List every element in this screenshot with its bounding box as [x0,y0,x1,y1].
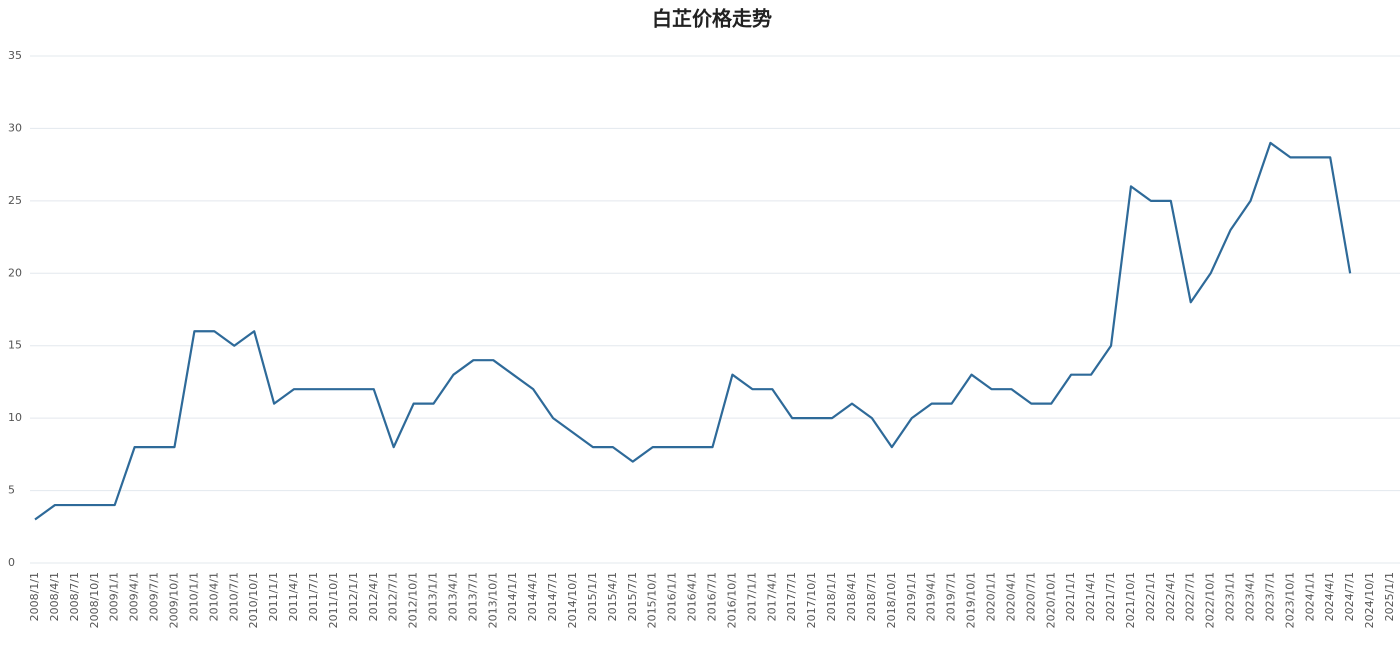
x-tick-label: 2008/1/1 [28,572,41,621]
x-tick-label: 2011/1/1 [267,572,280,621]
line-series [34,141,1352,521]
x-tick-label: 2022/10/1 [1204,572,1217,628]
x-tick-label: 2024/7/1 [1343,572,1356,621]
x-tick-label: 2010/10/1 [247,572,260,628]
x-tick-label: 2021/4/1 [1084,572,1097,621]
x-tick-label: 2009/10/1 [167,572,180,628]
x-tick-label: 2009/1/1 [108,572,121,621]
x-tick-label: 2023/4/1 [1244,572,1257,621]
x-tick-label: 2024/10/1 [1363,572,1376,628]
y-tick-label: 25 [8,194,22,207]
x-tick-label: 2023/7/1 [1263,572,1276,621]
x-tick-label: 2020/1/1 [984,572,997,621]
x-tick-label: 2019/10/1 [965,572,978,628]
x-tick-label: 2017/7/1 [785,572,798,621]
x-tick-label: 2018/10/1 [885,572,898,628]
x-tick-label: 2020/7/1 [1024,572,1037,621]
x-tick-label: 2018/1/1 [825,572,838,621]
x-tick-label: 2012/7/1 [387,572,400,621]
y-tick-label: 0 [8,556,15,569]
x-tick-label: 2025/1/1 [1383,572,1396,621]
x-tick-label: 2013/10/1 [486,572,499,628]
chart-title: 白芷价格走势 [652,7,772,31]
x-tick-label: 2020/10/1 [1044,572,1057,628]
x-tick-label: 2008/7/1 [68,572,81,621]
x-tick-label: 2013/4/1 [446,572,459,621]
x-tick-label: 2019/1/1 [905,572,918,621]
x-tick-label: 2015/1/1 [586,572,599,621]
x-tick-label: 2009/7/1 [148,572,161,621]
x-tick-label: 2011/10/1 [327,572,340,628]
x-tick-label: 2019/7/1 [945,572,958,621]
x-tick-label: 2021/10/1 [1124,572,1137,628]
x-tick-label: 2017/10/1 [805,572,818,628]
x-tick-label: 2012/10/1 [407,572,420,628]
x-tick-label: 2023/1/1 [1224,572,1237,621]
x-tick-label: 2022/4/1 [1164,572,1177,621]
x-tick-label: 2023/10/1 [1283,572,1296,628]
x-tick-label: 2021/1/1 [1064,572,1077,621]
x-tick-label: 2010/1/1 [187,572,200,621]
x-tick-label: 2018/7/1 [865,572,878,621]
x-tick-label: 2021/7/1 [1104,572,1117,621]
x-tick-label: 2016/7/1 [706,572,719,621]
x-tick-label: 2015/7/1 [626,572,639,621]
y-tick-label: 15 [8,339,22,352]
x-tick-label: 2017/4/1 [765,572,778,621]
x-tick-label: 2015/10/1 [646,572,659,628]
x-tick-label: 2017/1/1 [745,572,758,621]
x-tick-label: 2022/7/1 [1184,572,1197,621]
y-tick-label: 10 [8,411,22,424]
y-tick-label: 5 [8,484,15,497]
x-tick-label: 2008/10/1 [88,572,101,628]
x-tick-label: 2015/4/1 [606,572,619,621]
x-tick-label: 2014/1/1 [506,572,519,621]
x-tick-label: 2024/4/1 [1323,572,1336,621]
x-tick-label: 2013/7/1 [466,572,479,621]
x-tick-label: 2010/4/1 [207,572,220,621]
x-tick-label: 2020/4/1 [1004,572,1017,621]
x-tick-label: 2024/1/1 [1303,572,1316,621]
x-tick-label: 2014/7/1 [546,572,559,621]
x-tick-label: 2022/1/1 [1144,572,1157,621]
x-tick-label: 2011/4/1 [287,572,300,621]
x-tick-label: 2018/4/1 [845,572,858,621]
x-tick-label: 2014/4/1 [526,572,539,621]
y-tick-label: 30 [8,121,22,134]
x-tick-label: 2014/10/1 [566,572,579,628]
x-tick-label: 2011/7/1 [307,572,320,621]
x-tick-label: 2009/4/1 [128,572,141,621]
y-tick-label: 20 [8,266,22,279]
x-tick-label: 2019/4/1 [925,572,938,621]
x-tick-label: 2016/10/1 [725,572,738,628]
x-tick-label: 2012/1/1 [347,572,360,621]
x-tick-label: 2010/7/1 [227,572,240,621]
x-tick-label: 2016/4/1 [686,572,699,621]
y-tick-label: 35 [8,49,22,62]
x-tick-label: 2012/4/1 [367,572,380,621]
x-tick-label: 2013/1/1 [427,572,440,621]
x-tick-label: 2008/4/1 [48,572,61,621]
x-tick-label: 2016/1/1 [666,572,679,621]
